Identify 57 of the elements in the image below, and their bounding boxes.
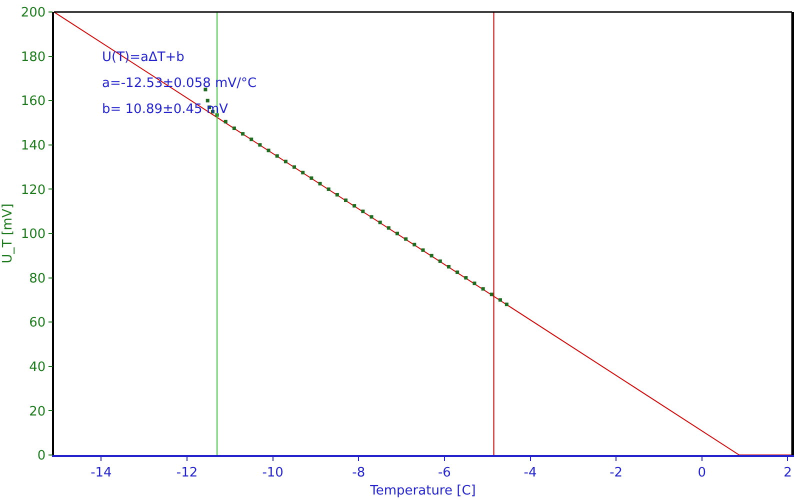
point	[386, 226, 390, 230]
point	[412, 242, 416, 246]
x-tick-label: -2	[610, 465, 623, 480]
x-tick-label: -8	[352, 465, 366, 480]
point	[335, 192, 339, 196]
x-tick-label: -6	[438, 465, 451, 480]
y-tick-label: 20	[29, 404, 46, 420]
y-tick-label: 140	[20, 138, 46, 154]
point	[232, 126, 236, 130]
y-tick-label: 0	[37, 448, 46, 464]
y-tick-label: 60	[29, 316, 46, 331]
point	[421, 248, 425, 252]
point	[284, 160, 288, 164]
y-tick-label: 200	[20, 6, 46, 21]
point	[504, 302, 508, 306]
point	[404, 237, 408, 241]
point	[481, 287, 485, 291]
x-tick-label: -14	[90, 465, 112, 480]
y-tick-label: 160	[20, 94, 46, 110]
point	[224, 120, 228, 124]
point	[498, 298, 502, 302]
x-tick-label: -12	[176, 465, 198, 480]
point	[490, 292, 494, 296]
point	[275, 154, 279, 158]
point	[430, 254, 434, 258]
point	[292, 165, 296, 169]
point	[370, 215, 374, 219]
point	[396, 232, 400, 236]
point	[266, 148, 270, 152]
point	[250, 138, 254, 142]
x-tick-label: 2	[784, 465, 792, 480]
point	[378, 220, 382, 224]
point	[301, 170, 305, 174]
y-tick-label: 100	[20, 227, 46, 242]
point	[241, 132, 245, 136]
x-tick-label: -4	[524, 465, 537, 480]
point	[361, 210, 365, 214]
y-tick-label: 180	[20, 50, 46, 65]
y-tick-label: 120	[20, 182, 46, 198]
point	[352, 204, 356, 208]
point	[472, 282, 476, 286]
x-tick-label: -10	[262, 465, 284, 480]
x-axis-title: Temperature [C]	[369, 483, 476, 498]
y-axis-title: U_T [mV]	[0, 204, 16, 264]
point	[326, 187, 330, 191]
point	[344, 198, 348, 202]
point	[446, 264, 450, 268]
y-tick-label: 40	[29, 360, 46, 375]
y-tick-label: 80	[29, 271, 46, 286]
point	[206, 98, 210, 102]
point	[464, 276, 468, 280]
point	[258, 143, 262, 147]
point	[318, 182, 322, 186]
point	[310, 176, 314, 180]
x-tick-label: 0	[698, 465, 706, 480]
point	[438, 259, 442, 263]
point	[456, 270, 460, 274]
